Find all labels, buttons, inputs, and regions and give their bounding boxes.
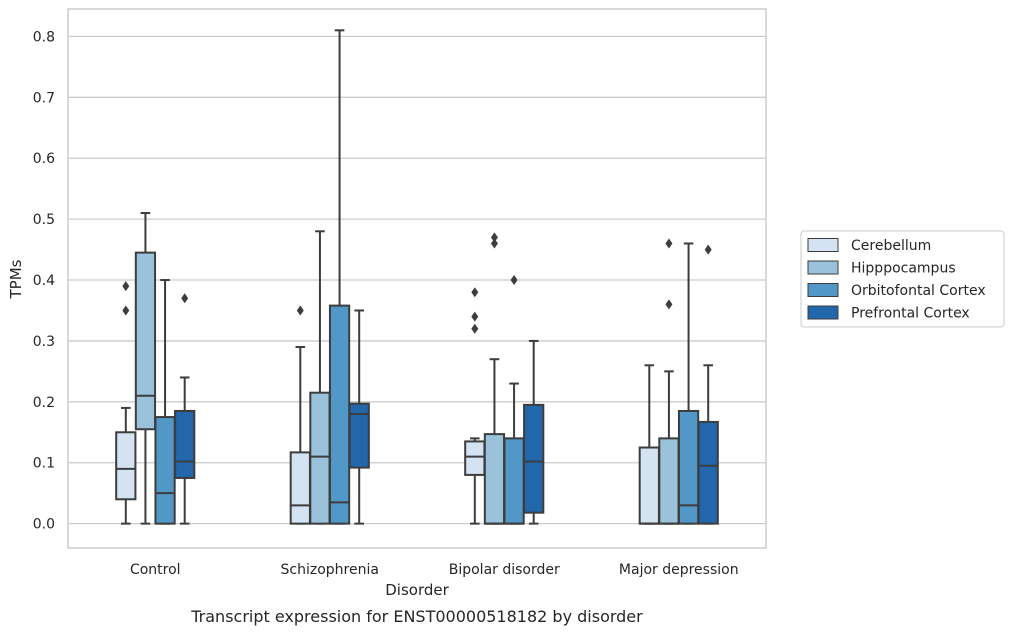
y-tick-label: 0.3: [33, 334, 55, 350]
box-hipppocampus: [658, 238, 680, 525]
box-orbitofontal-cortex: [503, 275, 525, 525]
box-body: [677, 409, 700, 525]
x-tick-label: Major depression: [619, 562, 739, 578]
y-tick-label: 0.0: [33, 517, 55, 533]
box-hipppocampus: [134, 212, 157, 525]
y-tick-label: 0.4: [33, 273, 55, 289]
legend-swatch: [807, 260, 839, 275]
y-axis-label: TPMs: [7, 259, 25, 299]
box-prefrontal-cortex: [174, 293, 196, 525]
y-tick-labels: 0.0 0.1 0.2 0.3 0.4 0.5 0.6 0.7 0.8: [33, 29, 55, 532]
outlier-point: [665, 238, 673, 249]
outlier-point: [122, 305, 130, 316]
box-body: [658, 437, 680, 525]
box-cerebellum: [115, 281, 137, 525]
box-body: [638, 446, 660, 525]
box-body: [154, 416, 176, 525]
y-tick-label: 0.6: [33, 151, 55, 167]
outlier-point: [296, 305, 304, 316]
outlier-point: [490, 232, 498, 243]
legend-label: Cerebellum: [851, 238, 931, 254]
y-tick-label: 0.5: [33, 212, 55, 228]
box-body: [464, 440, 486, 476]
chart-caption: Transcript expression for ENST0000051818…: [190, 607, 643, 626]
outlier-point: [471, 287, 479, 298]
outlier-point: [471, 323, 479, 334]
box-prefrontal-cortex: [523, 339, 545, 525]
legend-label: Orbitofontal Cortex: [851, 283, 986, 299]
box-body: [348, 402, 370, 469]
y-tick-label: 0.8: [33, 29, 55, 45]
box-body: [697, 420, 719, 525]
box-body: [503, 437, 525, 525]
box-body: [134, 251, 157, 431]
outlier-point: [510, 275, 518, 286]
outlier-point: [665, 299, 673, 310]
box-body: [174, 409, 196, 479]
box-hipppocampus: [483, 232, 506, 525]
legend-frame: [800, 230, 1005, 328]
y-tick-label: 0.1: [33, 456, 55, 472]
y-tick-label: 0.7: [33, 90, 55, 106]
x-tick-label: Control: [130, 562, 181, 578]
box-orbitofontal-cortex: [328, 29, 351, 525]
x-tick-labels: Control Schizophrenia Bipolar disorder Majo…: [130, 562, 739, 578]
box-body: [523, 403, 545, 514]
box-cerebellum: [289, 305, 311, 525]
outlier-point: [490, 238, 498, 249]
legend-label: Prefrontal Cortex: [851, 306, 970, 322]
legend-swatch: [807, 283, 839, 297]
legend: Cerebellum Hipppocampus Orbitofontal Corte…: [800, 230, 1005, 328]
outlier-point: [471, 311, 479, 322]
box-cerebellum: [638, 364, 660, 525]
box-orbitofontal-cortex: [677, 242, 700, 525]
plot-frame: [67, 8, 767, 549]
box-body: [115, 431, 137, 501]
x-axis-label: Disorder: [385, 581, 449, 599]
x-tick-label: Schizophrenia: [281, 562, 379, 578]
box-prefrontal-cortex: [697, 244, 719, 525]
outlier-point: [181, 293, 189, 304]
box-body: [309, 391, 331, 525]
legend-label: Hipppocampus: [851, 261, 956, 277]
box-cerebellum: [464, 287, 486, 525]
box-body: [328, 304, 351, 525]
x-tick-label: Bipolar disorder: [449, 562, 560, 578]
box-body: [483, 433, 506, 525]
y-tick-label: 0.2: [33, 395, 55, 411]
legend-swatch: [807, 238, 839, 252]
outlier-point: [122, 281, 130, 292]
boxes-layer: [115, 29, 719, 525]
box-orbitofontal-cortex: [154, 279, 176, 525]
box-body: [289, 451, 311, 525]
legend-swatch: [807, 305, 839, 320]
box-prefrontal-cortex: [348, 309, 370, 525]
outlier-point: [704, 244, 712, 255]
